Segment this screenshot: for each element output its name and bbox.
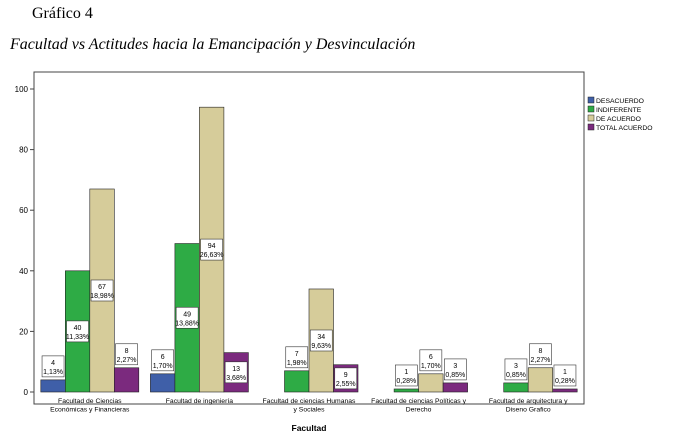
data-label-box	[529, 343, 552, 366]
x-tick-label: Facultad de ciencias Políticas y	[371, 398, 466, 405]
data-label: 8	[125, 348, 129, 355]
data-label: 1,13%	[43, 369, 63, 376]
legend-swatch	[587, 114, 595, 122]
legend-entry: DE ACUERDO	[596, 116, 641, 123]
data-label: 94	[208, 243, 216, 250]
x-tick-label: Facultad de Ciencias	[58, 398, 122, 405]
data-label-box	[224, 361, 248, 384]
y-tick-label: 40	[19, 267, 28, 276]
y-tick-label: 60	[19, 206, 28, 215]
bar	[503, 382, 529, 393]
data-label: 1,70%	[421, 363, 441, 370]
data-label: 11,33%	[66, 334, 89, 341]
data-label: 9,63%	[311, 343, 331, 350]
data-label: 40	[74, 325, 82, 332]
bar	[527, 367, 554, 393]
bar	[418, 373, 444, 393]
data-label-box	[66, 320, 89, 343]
data-label: 26,63%	[200, 252, 224, 259]
legend-entry: INDIFERENTE	[596, 107, 642, 114]
data-label-box	[419, 349, 443, 372]
x-tick-label: Facultad de arquitectura y	[489, 398, 568, 405]
bar	[40, 379, 66, 393]
data-label-box	[553, 364, 577, 387]
y-tick-label: 80	[19, 146, 28, 155]
data-label: 3,68%	[226, 375, 246, 382]
data-label-box	[41, 355, 65, 378]
data-label: 0,85%	[445, 372, 465, 379]
y-tick-label: 20	[19, 327, 28, 336]
x-tick-label: Facultad de ingeniería	[166, 398, 233, 405]
x-tick-label: Facultad de ciencias Humanas	[263, 398, 357, 405]
data-label: 0,85%	[506, 372, 526, 379]
data-label-box	[309, 329, 333, 352]
bar	[114, 367, 140, 393]
x-axis-label: Facultad	[292, 423, 327, 433]
y-tick-label: 0	[24, 388, 29, 397]
legend-entry: TOTAL ACUERDO	[596, 125, 653, 132]
bar	[150, 373, 176, 393]
data-label: 0,28%	[396, 378, 416, 385]
data-label: 18,98%	[90, 293, 114, 300]
chart-subtitle: Facultad vs Actitudes hacia la Emancipac…	[10, 36, 416, 53]
data-label: 6	[161, 354, 165, 361]
legend-entry: DESACUERDO	[596, 98, 644, 105]
data-label: 2,55%	[336, 381, 356, 388]
data-label: 67	[98, 284, 106, 291]
data-label-box	[285, 346, 309, 369]
data-label-box	[151, 349, 174, 372]
data-label-box	[334, 367, 358, 390]
figure-caption: Gráfico 4	[32, 5, 93, 22]
data-label: 3	[453, 363, 457, 370]
data-label: 1	[404, 369, 408, 376]
data-label-box	[200, 238, 223, 261]
x-tick-label: y Sociales	[294, 407, 326, 414]
data-label: 7	[295, 351, 299, 358]
x-tick-label: Diseno Grafico	[506, 407, 551, 414]
bar	[393, 388, 419, 393]
data-label: 1,98%	[287, 360, 307, 367]
data-label-box	[175, 306, 199, 329]
data-label: 9	[344, 372, 348, 379]
data-label: 1,70%	[153, 363, 173, 370]
legend-swatch	[587, 123, 595, 131]
x-tick-label: Derecho	[406, 407, 432, 414]
data-label: 8	[538, 348, 542, 355]
x-tick-label: Económicas y Financieras	[50, 407, 130, 414]
legend-swatch	[587, 96, 595, 104]
bar	[552, 388, 578, 393]
y-tick-label: 100	[15, 85, 29, 94]
data-label-box	[115, 343, 138, 366]
data-label: 2,27%	[531, 357, 551, 364]
data-label: 34	[317, 334, 325, 341]
data-label: 1	[563, 369, 567, 376]
data-label: 0,28%	[555, 378, 575, 385]
data-label-box	[90, 279, 114, 302]
data-label: 13	[232, 366, 240, 373]
data-label: 49	[183, 311, 191, 318]
data-label: 2,27%	[117, 357, 137, 364]
data-label-box	[395, 364, 418, 387]
data-label: 6	[429, 354, 433, 361]
data-label-box	[444, 358, 467, 381]
bar	[284, 370, 310, 393]
data-label: 4	[51, 360, 55, 367]
bar	[442, 382, 468, 393]
legend-swatch	[587, 105, 595, 113]
data-label: 13,88%	[175, 320, 199, 327]
data-label: 3	[514, 363, 518, 370]
data-label-box	[504, 358, 528, 381]
